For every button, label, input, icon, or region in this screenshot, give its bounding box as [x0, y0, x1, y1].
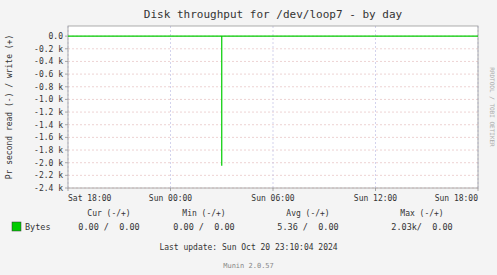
stat-header: Min (-/+): [182, 209, 225, 218]
tick-label: -2.0 k: [34, 159, 63, 168]
tick: [273, 188, 274, 191]
last-update: Last update: Sun Oct 20 23:10:04 2024: [159, 243, 337, 252]
tick: [170, 188, 171, 191]
tick: [478, 188, 479, 191]
tick-label: -0.2 k: [34, 45, 63, 54]
stat-value: 0.00 / 0.00: [173, 222, 234, 232]
legend-swatch: [12, 222, 21, 231]
stat-value: 0.00 / 0.00: [78, 222, 139, 232]
tick-label: -0.8 k: [34, 83, 63, 92]
grid-line: [170, 26, 171, 188]
tick-label: Sun 18:00: [435, 194, 479, 203]
tick: [65, 99, 68, 100]
data-group: [68, 36, 478, 166]
tick: [65, 137, 68, 138]
grid-line: [68, 137, 478, 138]
tick-label: -1.2 k: [34, 108, 63, 117]
version: Munin 2.0.57: [223, 262, 274, 270]
watermark: RRDTOOL / TOBI OETIKER: [489, 67, 496, 147]
tick: [65, 36, 68, 37]
tick-label: Sat 18:00: [68, 194, 112, 203]
plot-area: [68, 26, 478, 188]
plot-frame: [68, 26, 478, 188]
chart: 0.0 -0.2 k -0.4 k -0.6 k -0.8 k -1.0 k -1.2 k -…: [0, 0, 497, 275]
series-line: [68, 36, 478, 166]
axis-label: Pr second read (-) / write (+): [5, 35, 14, 180]
tick-label: -0.6 k: [34, 70, 63, 79]
tick-label: -2.4 k: [34, 184, 63, 193]
tick: [65, 124, 68, 125]
tick-label: -1.0 k: [34, 95, 63, 104]
stat-header: Avg (-/+): [286, 209, 329, 218]
tick: [65, 74, 68, 75]
tick-label: Sun 12:00: [354, 194, 398, 203]
stat-header: Max (-/+): [400, 209, 443, 218]
stat-value: 2.03k/ 0.00: [391, 222, 452, 232]
tick: [68, 188, 69, 191]
tick: [65, 188, 68, 189]
title: Disk throughput for /dev/loop7 - by day: [144, 8, 403, 21]
stat-header: Cur (-/+): [87, 209, 130, 218]
tick-label: 0.0: [49, 32, 64, 41]
tick: [375, 188, 376, 191]
tick: [65, 48, 68, 49]
tick: [65, 112, 68, 113]
tick-label: -1.4 k: [34, 121, 63, 130]
tick-label: -0.4 k: [34, 57, 63, 66]
tick-label: -2.2 k: [34, 171, 63, 180]
tick: [65, 150, 68, 151]
grid-line: [68, 48, 478, 49]
grid-line: [68, 124, 478, 125]
tick: [65, 61, 68, 62]
tick: [65, 175, 68, 176]
tick-label: Sun 06:00: [251, 194, 295, 203]
tick-label: Sun 00:00: [149, 194, 193, 203]
tick: [65, 86, 68, 87]
grid-line: [273, 26, 274, 188]
legend-label: Bytes: [25, 222, 51, 232]
tick-label: -1.8 k: [34, 146, 63, 155]
tick-label: -1.6 k: [34, 133, 63, 142]
grid-line: [375, 26, 376, 188]
tick: [65, 162, 68, 163]
grid-line: [68, 61, 478, 62]
stat-value: 5.36 / 0.00: [277, 222, 338, 232]
